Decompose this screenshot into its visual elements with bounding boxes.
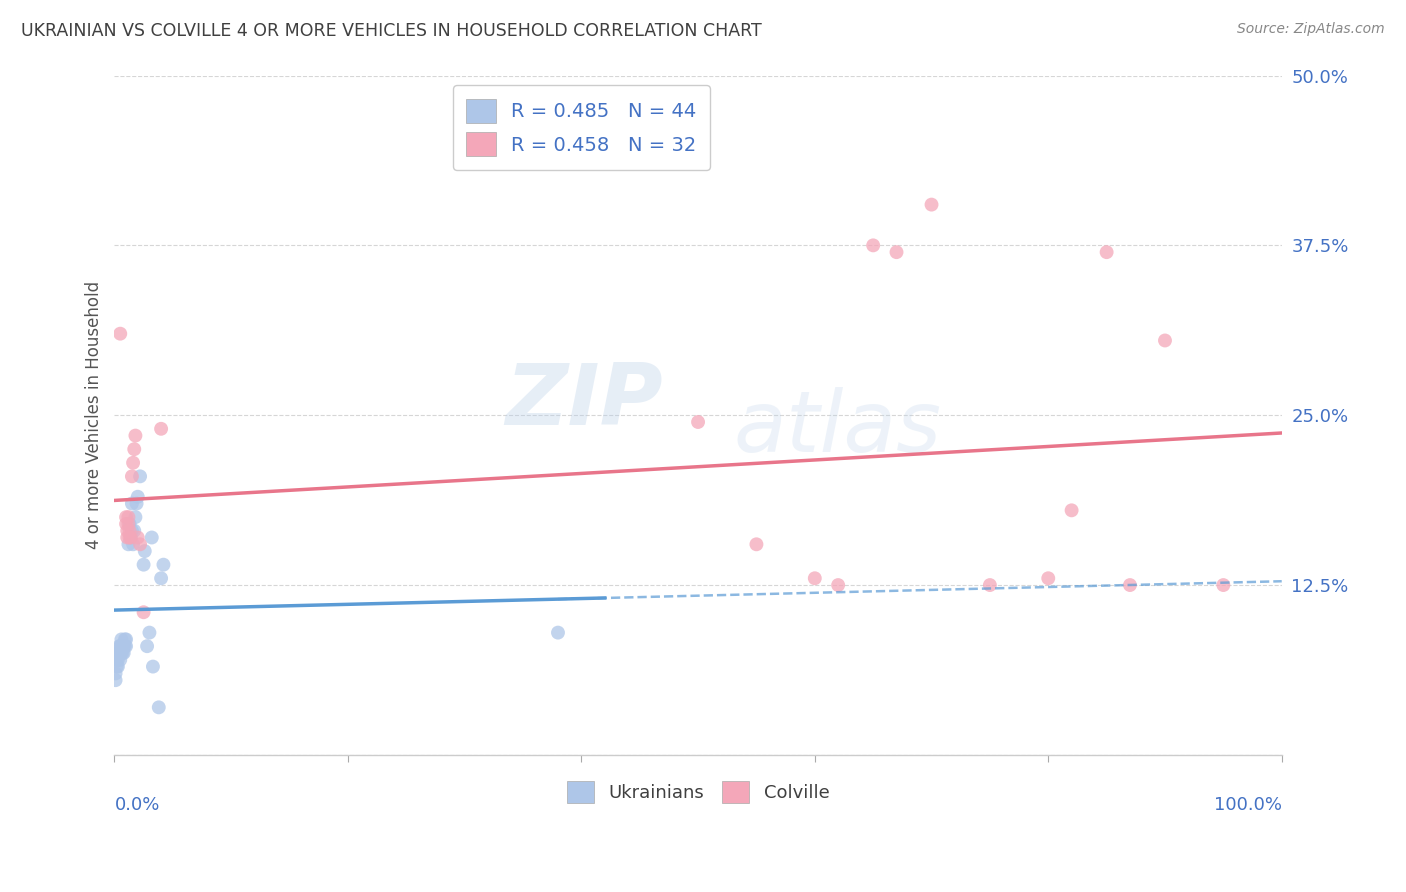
Point (115, 639, 138, 653)
Point (138, 625, 160, 640)
Point (122, 442, 145, 457)
Point (112, 639, 135, 653)
Point (118, 524, 141, 538)
Point (117, 524, 139, 538)
Point (1212, 578, 1234, 592)
Point (136, 639, 159, 653)
Point (921, 197, 943, 211)
Point (105, 659, 128, 673)
Point (110, 639, 132, 653)
Point (118, 516, 141, 531)
Point (107, 646, 129, 660)
Text: 0.0%: 0.0% (114, 796, 160, 814)
Point (108, 639, 131, 653)
Point (110, 653, 132, 667)
Point (124, 510, 146, 524)
Point (127, 490, 149, 504)
Legend: Ukrainians, Colville: Ukrainians, Colville (555, 770, 841, 814)
Point (148, 700, 170, 714)
Point (686, 415, 709, 429)
Point (114, 632, 136, 647)
Point (110, 326, 132, 341)
Point (104, 666, 127, 681)
Point (122, 456, 145, 470)
Point (105, 653, 128, 667)
Point (122, 524, 145, 538)
Point (132, 558, 155, 572)
Text: atlas: atlas (733, 387, 941, 470)
Point (1095, 245, 1118, 260)
Point (142, 659, 165, 673)
Point (547, 625, 569, 640)
Point (115, 632, 138, 647)
Point (827, 578, 849, 592)
Point (862, 238, 884, 252)
Point (124, 428, 146, 442)
Point (118, 531, 141, 545)
Point (110, 646, 132, 660)
Point (121, 524, 143, 538)
Point (127, 531, 149, 545)
Text: UKRAINIAN VS COLVILLE 4 OR MORE VEHICLES IN HOUSEHOLD CORRELATION CHART: UKRAINIAN VS COLVILLE 4 OR MORE VEHICLES… (21, 22, 762, 40)
Point (110, 639, 132, 653)
Point (979, 578, 1001, 592)
Point (886, 245, 908, 260)
Point (114, 639, 136, 653)
Point (112, 646, 135, 660)
Text: 100.0%: 100.0% (1213, 796, 1282, 814)
Text: ZIP: ZIP (505, 360, 664, 443)
Point (117, 516, 139, 531)
Point (107, 659, 129, 673)
Point (110, 632, 132, 647)
Point (121, 496, 143, 510)
Point (129, 537, 152, 551)
Point (129, 469, 152, 483)
Point (134, 544, 156, 558)
Point (804, 571, 827, 585)
Point (108, 646, 131, 660)
Point (132, 605, 155, 619)
Point (120, 531, 142, 545)
Point (1060, 503, 1083, 517)
Point (115, 510, 138, 524)
Point (107, 653, 129, 667)
Point (125, 496, 148, 510)
Point (152, 558, 174, 572)
Point (141, 531, 163, 545)
Point (120, 531, 142, 545)
Point (745, 537, 768, 551)
Point (104, 673, 127, 688)
Point (111, 639, 134, 653)
Point (111, 646, 134, 660)
Point (117, 537, 139, 551)
Point (1119, 578, 1142, 592)
Text: Source: ZipAtlas.com: Source: ZipAtlas.com (1237, 22, 1385, 37)
Point (150, 571, 173, 585)
Y-axis label: 4 or more Vehicles in Household: 4 or more Vehicles in Household (86, 281, 103, 549)
Point (1038, 571, 1060, 585)
Point (115, 516, 138, 531)
Point (1154, 334, 1177, 348)
Point (121, 469, 143, 483)
Point (122, 537, 145, 551)
Point (110, 646, 132, 660)
Point (150, 422, 173, 436)
Point (117, 510, 139, 524)
Point (117, 531, 139, 545)
